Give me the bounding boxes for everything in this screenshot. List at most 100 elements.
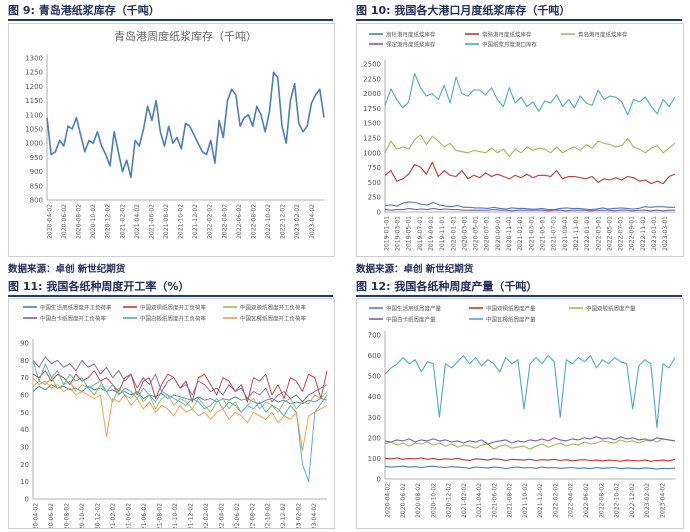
y-tick-label: 1250 <box>25 69 43 77</box>
panel-title-1: 图 9: 青岛港纸浆库存（千吨） <box>8 3 333 21</box>
x-tick-label: 2021-08-02 <box>507 483 514 518</box>
x-tick-label: 2022-11-01 <box>640 216 647 251</box>
legend-label: 保定港月度纸浆库存 <box>386 41 436 49</box>
x-tick-label: 2021-06-02 <box>491 483 498 518</box>
x-tick-label: 2020-03-01 <box>461 216 468 251</box>
x-tick-label: 2020-08-02 <box>415 483 422 518</box>
x-tick-label: 2021-03-01 <box>528 216 535 251</box>
series-line-3 <box>32 356 328 403</box>
x-tick-label: 2022-10-02 <box>265 503 272 528</box>
x-tick-label: 2022-04-02 <box>568 483 575 518</box>
x-tick-label: 2022-04-02 <box>218 503 225 528</box>
x-tick-label: 2021-08-02 <box>163 204 170 239</box>
x-tick-label: 2020-08-02 <box>76 204 83 239</box>
x-tick-label: 2022-10-02 <box>614 483 621 518</box>
legend-label: 中国生活用纸周度开工负荷率 <box>40 304 112 312</box>
x-tick-label: 2020-10-02 <box>430 483 437 518</box>
x-tick-label: 2022-12-02 <box>629 483 636 518</box>
x-tick-label: 2023-02-02 <box>644 483 651 518</box>
x-tick-label: 2021-06-02 <box>148 204 155 239</box>
series-line-0 <box>46 71 325 179</box>
x-tick-label: 2020-11-01 <box>506 216 513 251</box>
x-tick-label: 2021-06-02 <box>141 503 148 528</box>
x-tick-label: 2020-04-02 <box>385 483 392 518</box>
x-tick-label: 2022-03-01 <box>595 216 602 251</box>
legend-label: 中国白卡纸周度产量 <box>386 316 436 324</box>
y-tick-label: 850 <box>30 182 43 190</box>
x-tick-label: 2022-09-01 <box>629 216 636 251</box>
y-tick-label: 250 <box>368 194 381 202</box>
x-tick-label: 2023-04-02 <box>309 204 316 239</box>
x-tick-label: 2020-10-02 <box>90 204 97 239</box>
y-tick-label: 80 <box>20 357 29 365</box>
y-tick-label: 70 <box>20 374 29 382</box>
y-tick-label: 500 <box>368 179 381 187</box>
legend-label: 中国白卡纸周度开工负荷率 <box>40 315 107 323</box>
x-tick-label: 2020-08-02 <box>64 503 71 528</box>
legend-label: 中国双铜纸周度开工负荷率 <box>140 304 207 312</box>
x-tick-label: 2019-03-01 <box>395 216 402 251</box>
y-tick-label: 1100 <box>25 111 43 119</box>
chart-operating-svg: 中国生活用纸周度开工负荷率 中国双铜纸周度开工负荷率 中国双胶纸周度开工负荷率中国白… <box>20 304 328 532</box>
chart-qingdao-inventory: 青岛港周度纸浆库存（千吨） 800 850 900 950 1000 1050 1100 115… <box>8 23 335 257</box>
x-tick-label: 2021-07-01 <box>551 216 558 251</box>
x-tick-label: 2021-08-02 <box>156 503 163 528</box>
x-tick-label: 2022-12-02 <box>280 503 287 528</box>
x-tick-label: 2020-12-02 <box>446 483 453 518</box>
x-tick-label: 2023-02-02 <box>296 503 303 528</box>
series-line-1 <box>32 370 328 403</box>
x-tick-label: 2020-04-02 <box>33 503 40 528</box>
panel-title-2: 图 10: 我国各大港口月度纸浆库存（千吨） <box>356 3 682 21</box>
x-tick-label: 2020-12-02 <box>105 204 112 239</box>
x-tick-label: 2022-02-02 <box>552 483 559 518</box>
x-tick-label: 2022-06-02 <box>583 483 590 518</box>
legend-label: 中国双胶纸周度产量 <box>586 305 636 313</box>
y-tick-label: 0 <box>25 496 29 504</box>
x-tick-label: 2023-04-02 <box>311 503 318 528</box>
series-line-2 <box>384 438 676 450</box>
x-tick-label: 2022-12-02 <box>280 204 287 239</box>
y-tick-label: 200 <box>368 434 381 442</box>
legend-label: 中国白板纸周度开工负荷率 <box>140 315 207 323</box>
legend-label: 中国生活用纸周度产量 <box>386 305 442 313</box>
legend-label: 中国双铜纸周度产量 <box>486 305 536 313</box>
series-line-3 <box>384 207 675 212</box>
x-tick-label: 2019-09-01 <box>428 216 435 251</box>
x-tick-label: 2020-05-01 <box>473 216 480 251</box>
y-tick-label: 30 <box>20 444 29 452</box>
x-tick-label: 2021-11-01 <box>573 216 580 251</box>
x-tick-label: 2021-12-02 <box>187 503 194 528</box>
x-tick-label: 2022-05-01 <box>606 216 613 251</box>
y-tick-label: 100 <box>368 455 381 463</box>
x-tick-label: 2022-02-02 <box>203 503 210 528</box>
y-tick-label: 40 <box>20 426 29 434</box>
x-tick-label: 2022-07-01 <box>618 216 625 251</box>
x-tick-label: 2020-01-01 <box>450 216 457 251</box>
x-tick-label: 2021-10-02 <box>172 503 179 528</box>
chart-operating-rate: 中国生活用纸周度开工负荷率 中国双铜纸周度开工负荷率 中国双胶纸周度开工负荷率 中国白… <box>8 298 335 532</box>
chart-weekly-output: 中国生活用纸周度产量 中国双铜纸周度产量 中国双胶纸周度产量 中国白卡纸周度产量 中国瓦… <box>356 298 684 529</box>
x-tick-label: 2022-04-02 <box>221 204 228 239</box>
y-tick-label: 1300 <box>25 55 43 63</box>
panel-title-4: 图 12: 我国各纸种周度产量（千吨） <box>356 279 682 297</box>
x-tick-label: 2022-01-01 <box>584 216 591 251</box>
x-tick-label: 2020-10-02 <box>79 503 86 528</box>
x-tick-label: 2021-04-02 <box>134 204 141 239</box>
y-tick-label: 950 <box>30 154 43 162</box>
x-tick-label: 2021-10-02 <box>178 204 185 239</box>
x-tick-label: 2023-04-02 <box>659 483 666 518</box>
y-tick-label: 10 <box>20 478 29 486</box>
y-tick-label: 1500 <box>363 120 381 128</box>
y-tick-label: 20 <box>20 461 29 469</box>
x-tick-label: 2022-02-02 <box>207 204 214 239</box>
y-tick-label: 1000 <box>25 140 43 148</box>
x-tick-label: 2021-02-02 <box>119 204 126 239</box>
series-line-3 <box>384 436 676 445</box>
y-tick-label: 1250 <box>363 135 381 143</box>
series-line-4 <box>384 72 676 116</box>
x-tick-label: 2020-07-01 <box>484 216 491 251</box>
legend-label: 高栏港月度纸浆库存 <box>386 31 436 39</box>
y-tick-label: 2000 <box>363 90 381 98</box>
x-tick-label: 2020-09-01 <box>495 216 502 251</box>
